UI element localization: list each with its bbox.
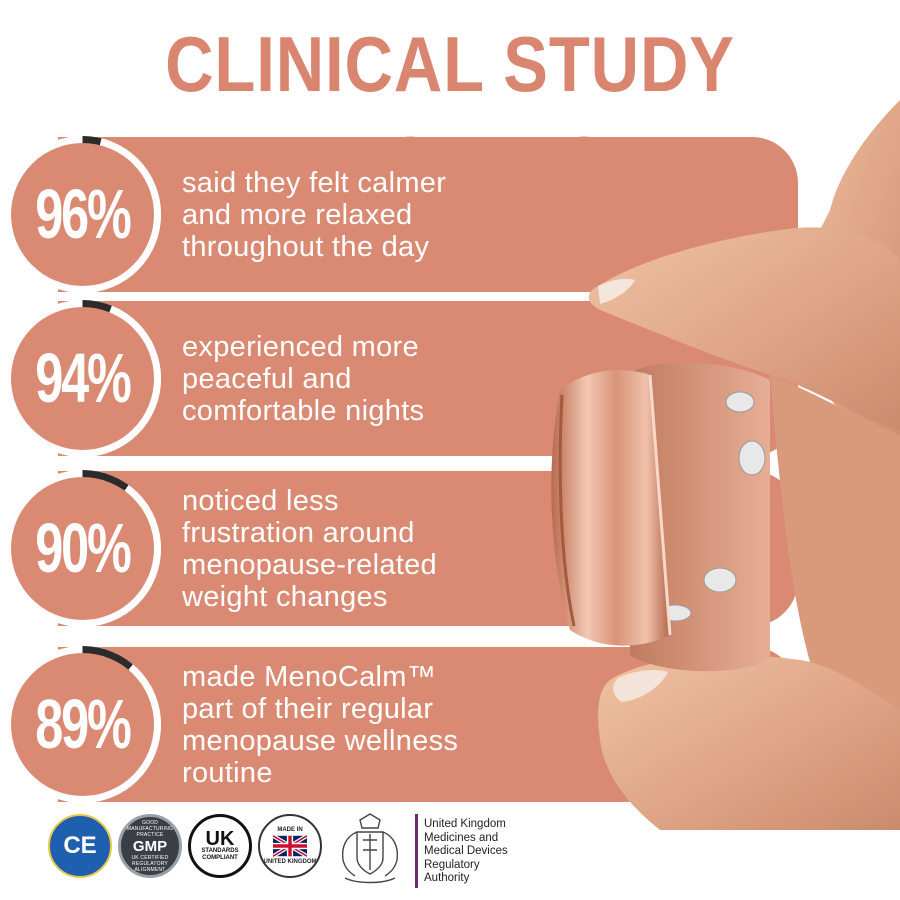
union-jack-flag-icon: [273, 835, 307, 857]
royal-coat-of-arms-icon: [341, 813, 399, 884]
progress-ring: [4, 470, 161, 627]
progress-ring: [4, 646, 161, 803]
made-in-top: MADE IN: [277, 827, 303, 833]
stat-description: noticed less frustration around menopaus…: [182, 467, 562, 630]
stat-description-text: made MenoCalm™ part of their regular men…: [182, 660, 459, 789]
stat-description-text: experienced more peaceful and comfortabl…: [182, 330, 425, 427]
progress-ring: [4, 136, 161, 293]
ce-mark-icon: CE: [48, 814, 112, 878]
uk-sub-label: STANDARDS COMPLIANT: [201, 848, 239, 861]
gmp-top-text: GOOD MANUFACTURING PRACTICE: [126, 819, 174, 838]
mhra-logo-text: United Kingdom Medicines and Medical Dev…: [424, 818, 508, 885]
gmp-mid-text: UK CERTIFIED: [131, 854, 169, 861]
gmp-certified-icon: GOOD MANUFACTURING PRACTICE GMP UK CERTI…: [118, 814, 182, 878]
progress-ring: [4, 300, 161, 457]
gmp-bottom-text: REGULATORY ALIGNMENT: [132, 860, 168, 873]
stat-percent: 89%: [35, 685, 132, 763]
mhra-divider: [415, 814, 418, 888]
progress-ring-center: [11, 477, 154, 620]
stat-percent: 94%: [35, 339, 132, 417]
stat-percent: 96%: [35, 175, 132, 253]
uk-standards-icon: UK STANDARDS COMPLIANT: [188, 814, 252, 878]
stat-description: experienced more peaceful and comfortabl…: [182, 297, 562, 460]
uk-label: UK: [205, 828, 235, 850]
stat-description: made MenoCalm™ part of their regular men…: [182, 643, 562, 806]
ce-label: CE: [63, 832, 97, 859]
progress-ring-center: [11, 307, 154, 450]
made-in-bottom: UNITED KINGDOM: [263, 859, 317, 865]
stat-description-text: said they felt calmer and more relaxed t…: [182, 166, 447, 263]
certification-badges: CE GOOD MANUFACTURING PRACTICE GMP UK CE…: [48, 814, 528, 894]
progress-ring-center: [11, 143, 154, 286]
stat-description: said they felt calmer and more relaxed t…: [182, 133, 562, 296]
stat-description-text: noticed less frustration around menopaus…: [182, 484, 437, 613]
gmp-label: GMP: [132, 837, 168, 855]
stat-row: 96% said they felt calmer and more relax…: [0, 133, 900, 296]
made-in-uk-icon: MADE IN UNITED KINGDOM: [258, 814, 322, 878]
progress-ring-center: [11, 653, 154, 796]
stat-percent: 90%: [35, 509, 132, 587]
hand-holding-ring-image: [551, 100, 900, 830]
